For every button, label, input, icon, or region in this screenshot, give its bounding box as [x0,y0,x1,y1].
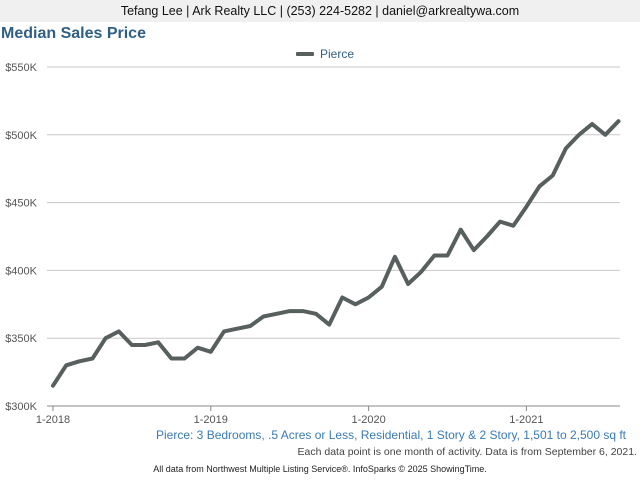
source-footer: All data from Northwest Multiple Listing… [153,464,487,474]
legend-swatch-pierce [296,52,314,56]
chart-legend[interactable]: Pierce [296,46,354,62]
filter-description: Pierce: 3 Bedrooms, .5 Acres or Less, Re… [156,428,627,442]
x-tick-label: 1-2020 [351,414,385,426]
series-lines [51,119,621,388]
series-line-pierce [51,119,621,388]
y-tick-label: $300K [5,401,37,413]
legend-label-pierce: Pierce [320,47,355,61]
data-note: Each data point is one month of activity… [297,446,638,458]
y-tick-label: $550K [5,62,37,74]
x-tick-label: 1-2018 [36,414,70,426]
y-tick-label: $350K [5,333,37,345]
x-axis: 1-2018 1-2019 1-2020 1-2021 [36,405,620,426]
contact-line: Tefang Lee | Ark Realty LLC | (253) 224-… [120,4,520,18]
y-tick-label: $500K [5,130,37,142]
y-axis-labels: $300K $350K $400K $450K $500K $550K [5,62,37,413]
gridlines [47,66,620,407]
chart-title: Median Sales Price [1,25,146,42]
contact-header: Tefang Lee | Ark Realty LLC | (253) 224-… [0,0,640,22]
x-tick-label: 1-2019 [194,414,228,426]
x-tick-label: 1-2021 [509,414,543,426]
y-tick-label: $450K [5,198,37,210]
y-tick-label: $400K [5,265,37,277]
